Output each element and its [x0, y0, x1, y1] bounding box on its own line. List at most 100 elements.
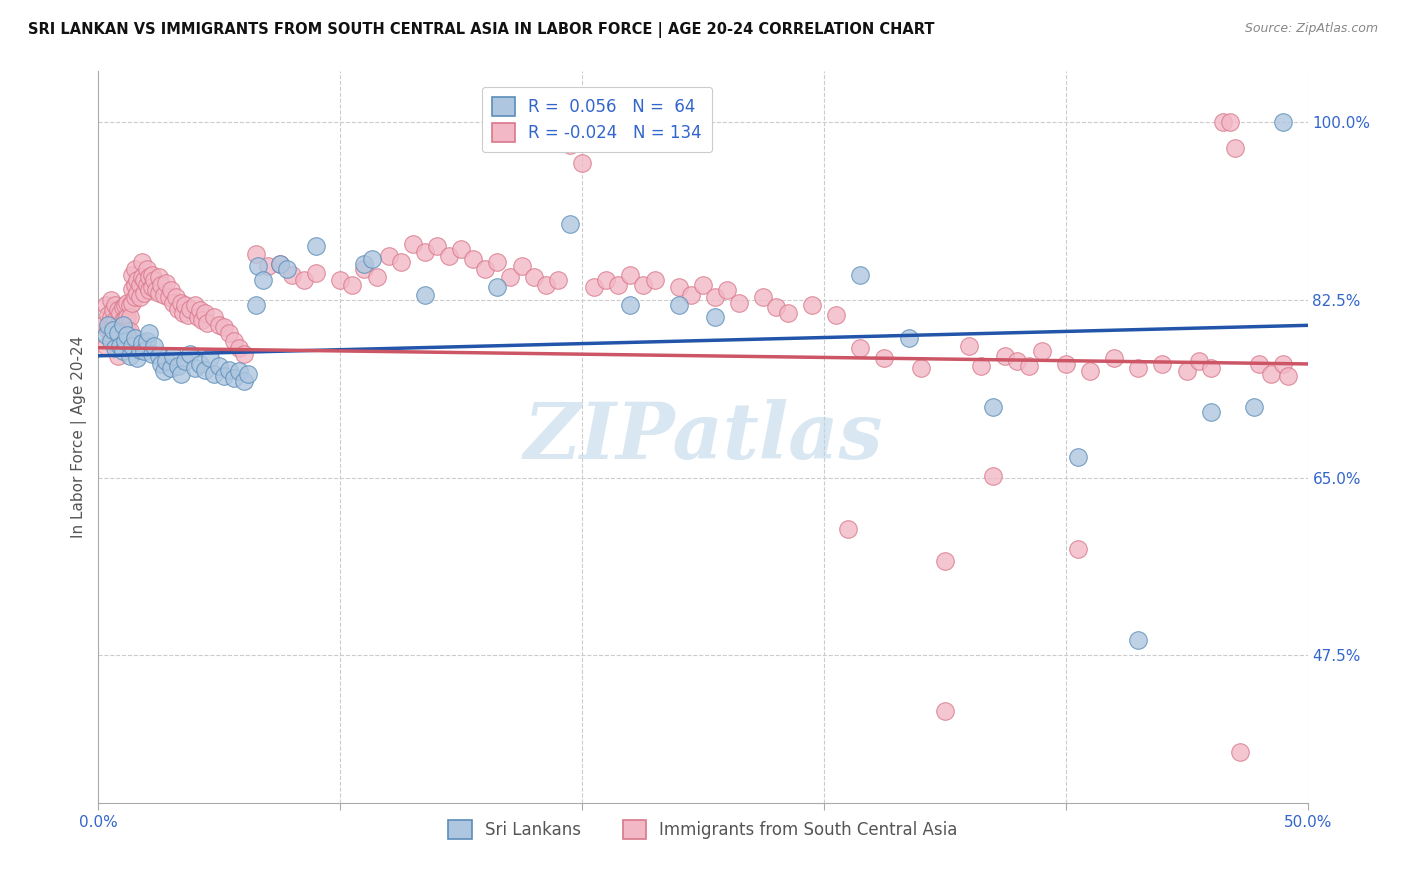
Point — [595, 272, 617, 286]
Point — [194, 306, 217, 320]
Point — [218, 326, 240, 341]
Point — [353, 262, 375, 277]
Point — [94, 298, 117, 312]
Point — [143, 338, 166, 352]
Point — [910, 361, 932, 376]
Point — [208, 318, 231, 333]
Point — [121, 268, 143, 282]
Point — [108, 338, 131, 352]
Point — [1272, 357, 1295, 371]
Point — [177, 308, 200, 322]
Y-axis label: In Labor Force | Age 20-24: In Labor Force | Age 20-24 — [72, 336, 87, 538]
Point — [167, 359, 190, 373]
Point — [97, 318, 120, 333]
Point — [849, 268, 872, 282]
Point — [135, 334, 157, 348]
Point — [1188, 354, 1211, 368]
Point — [97, 323, 120, 337]
Point — [873, 351, 896, 365]
Point — [141, 268, 163, 282]
Point — [111, 341, 134, 355]
Point — [111, 313, 134, 327]
Point — [108, 336, 131, 351]
Point — [1067, 541, 1090, 556]
Point — [413, 288, 436, 302]
Point — [1078, 364, 1101, 378]
Point — [101, 334, 124, 348]
Point — [413, 245, 436, 260]
Point — [1272, 115, 1295, 129]
Point — [131, 255, 153, 269]
Point — [366, 269, 388, 284]
Point — [692, 277, 714, 292]
Point — [135, 277, 157, 292]
Point — [377, 249, 399, 263]
Point — [222, 334, 245, 348]
Point — [523, 269, 546, 284]
Point — [353, 257, 375, 271]
Point — [148, 349, 170, 363]
Point — [1128, 633, 1150, 648]
Point — [104, 313, 127, 327]
Point — [138, 283, 160, 297]
Point — [668, 298, 690, 312]
Point — [169, 296, 191, 310]
Point — [437, 249, 460, 263]
Point — [704, 290, 727, 304]
Point — [897, 330, 920, 344]
Point — [160, 283, 183, 297]
Point — [583, 279, 606, 293]
Point — [571, 155, 593, 169]
Point — [752, 290, 775, 304]
Point — [825, 308, 848, 322]
Point — [94, 338, 117, 352]
Point — [118, 298, 141, 312]
Point — [426, 239, 449, 253]
Point — [228, 364, 250, 378]
Point — [114, 312, 136, 326]
Point — [222, 371, 245, 385]
Point — [994, 349, 1017, 363]
Point — [1223, 140, 1246, 154]
Point — [104, 341, 127, 355]
Point — [114, 326, 136, 341]
Point — [143, 272, 166, 286]
Point — [269, 257, 291, 271]
Point — [114, 334, 136, 348]
Point — [160, 361, 183, 376]
Point — [1199, 361, 1222, 376]
Legend: Sri Lankans, Immigrants from South Central Asia: Sri Lankans, Immigrants from South Centr… — [441, 814, 965, 846]
Point — [134, 285, 156, 300]
Point — [111, 300, 134, 314]
Point — [111, 326, 134, 341]
Point — [94, 328, 117, 343]
Point — [150, 357, 173, 371]
Point — [101, 318, 124, 333]
Point — [765, 300, 787, 314]
Point — [1067, 450, 1090, 465]
Point — [188, 303, 211, 318]
Point — [194, 363, 217, 377]
Point — [134, 343, 156, 358]
Point — [118, 349, 141, 363]
Point — [155, 354, 177, 368]
Point — [107, 326, 129, 341]
Point — [100, 310, 122, 325]
Point — [117, 328, 139, 343]
Point — [981, 468, 1004, 483]
Point — [141, 279, 163, 293]
Point — [167, 301, 190, 317]
Point — [97, 308, 120, 322]
Point — [402, 237, 425, 252]
Point — [187, 310, 209, 325]
Point — [138, 326, 160, 341]
Point — [1249, 357, 1271, 371]
Point — [212, 320, 235, 334]
Text: Source: ZipAtlas.com: Source: ZipAtlas.com — [1244, 22, 1378, 36]
Point — [152, 364, 174, 378]
Point — [188, 357, 211, 371]
Point — [141, 347, 163, 361]
Point — [145, 283, 167, 297]
Point — [1175, 364, 1198, 378]
Point — [1243, 400, 1265, 414]
